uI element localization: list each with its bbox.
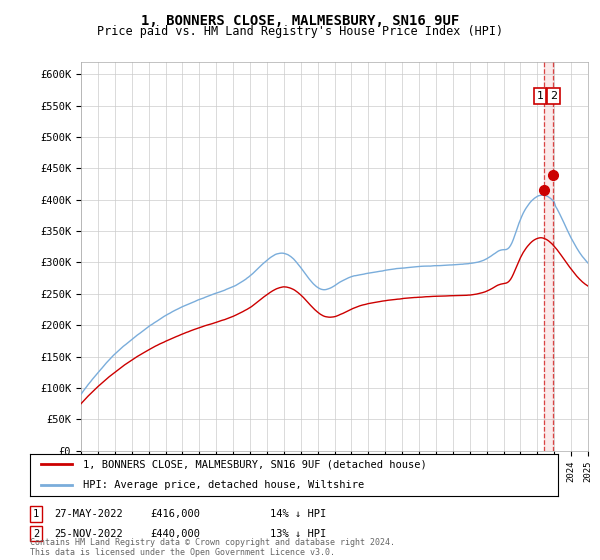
Text: Price paid vs. HM Land Registry's House Price Index (HPI): Price paid vs. HM Land Registry's House … <box>97 25 503 38</box>
Text: 2: 2 <box>33 529 39 539</box>
Text: 2: 2 <box>550 91 557 101</box>
Text: 1, BONNERS CLOSE, MALMESBURY, SN16 9UF (detached house): 1, BONNERS CLOSE, MALMESBURY, SN16 9UF (… <box>83 459 427 469</box>
Text: 1, BONNERS CLOSE, MALMESBURY, SN16 9UF: 1, BONNERS CLOSE, MALMESBURY, SN16 9UF <box>141 14 459 28</box>
Text: 25-NOV-2022: 25-NOV-2022 <box>54 529 123 539</box>
Bar <box>544 62 553 451</box>
Text: £416,000: £416,000 <box>150 509 200 519</box>
Text: 13% ↓ HPI: 13% ↓ HPI <box>270 529 326 539</box>
Text: 14% ↓ HPI: 14% ↓ HPI <box>270 509 326 519</box>
Text: Contains HM Land Registry data © Crown copyright and database right 2024.
This d: Contains HM Land Registry data © Crown c… <box>30 538 395 557</box>
Text: 1: 1 <box>536 91 544 101</box>
Text: 1: 1 <box>33 509 39 519</box>
Text: £440,000: £440,000 <box>150 529 200 539</box>
Text: 27-MAY-2022: 27-MAY-2022 <box>54 509 123 519</box>
Text: HPI: Average price, detached house, Wiltshire: HPI: Average price, detached house, Wilt… <box>83 480 364 490</box>
